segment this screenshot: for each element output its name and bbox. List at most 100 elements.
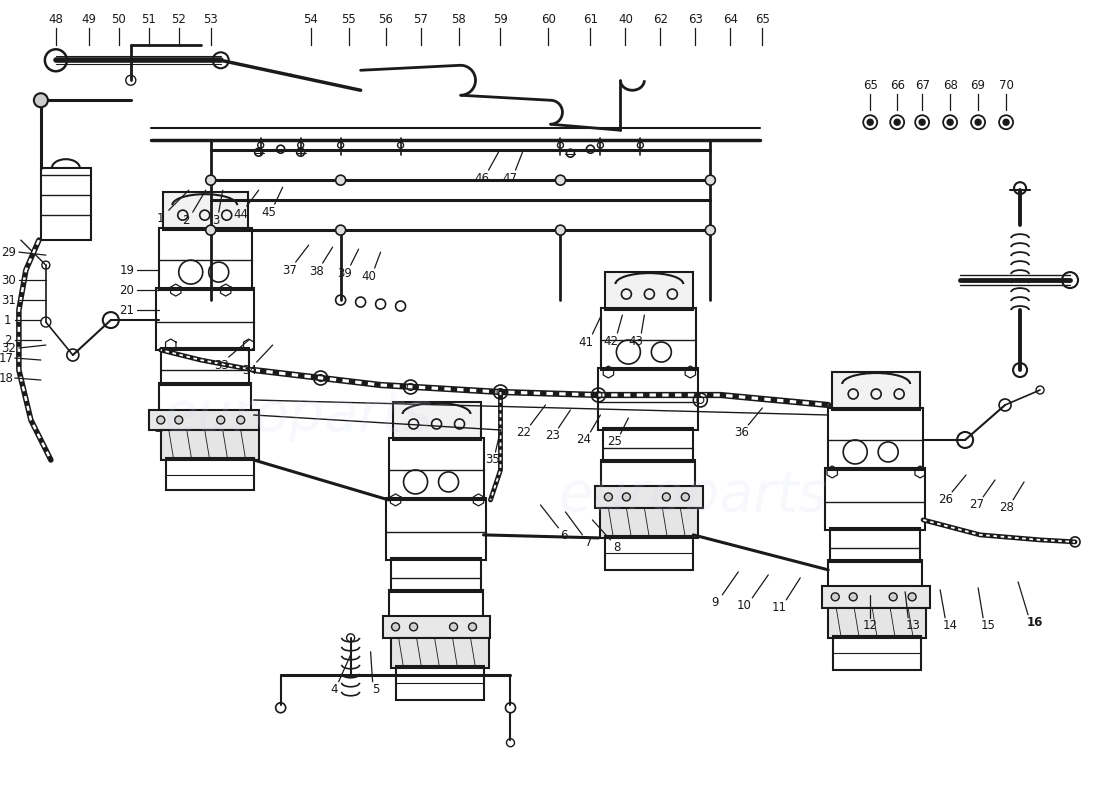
Bar — [595, 486, 703, 508]
Text: 10: 10 — [737, 599, 751, 612]
Text: 63: 63 — [688, 13, 703, 26]
Circle shape — [894, 119, 900, 126]
Text: 57: 57 — [414, 13, 428, 26]
Bar — [828, 560, 922, 588]
Text: 46: 46 — [474, 172, 490, 185]
Text: 33: 33 — [214, 358, 229, 371]
Text: 24: 24 — [576, 434, 591, 446]
Text: 5: 5 — [372, 683, 379, 696]
Circle shape — [604, 493, 613, 501]
Bar — [604, 428, 693, 462]
Bar — [605, 536, 693, 570]
Circle shape — [236, 416, 244, 424]
Text: 19: 19 — [119, 264, 134, 277]
Text: 34: 34 — [242, 363, 257, 377]
Text: 37: 37 — [283, 264, 297, 277]
Circle shape — [975, 119, 981, 126]
Text: 27: 27 — [969, 498, 984, 511]
Text: 31: 31 — [1, 294, 16, 306]
Bar — [386, 498, 485, 560]
Text: 35: 35 — [485, 454, 499, 466]
Bar — [833, 636, 921, 670]
Text: 8: 8 — [614, 542, 622, 554]
Bar — [390, 638, 488, 668]
Circle shape — [867, 119, 873, 126]
Circle shape — [849, 593, 857, 601]
Circle shape — [34, 94, 48, 107]
Text: 2: 2 — [4, 334, 12, 346]
Text: 2: 2 — [182, 214, 189, 226]
Bar — [158, 383, 251, 412]
Bar — [166, 458, 254, 490]
Text: 1: 1 — [4, 314, 12, 326]
Bar — [598, 368, 698, 430]
Text: 50: 50 — [111, 13, 126, 26]
Text: 44: 44 — [233, 208, 249, 221]
Text: 11: 11 — [772, 602, 786, 614]
Circle shape — [206, 175, 216, 185]
Circle shape — [681, 493, 690, 501]
Text: 67: 67 — [914, 78, 929, 92]
Text: 20: 20 — [120, 283, 134, 297]
Bar — [390, 558, 481, 592]
Bar — [161, 348, 249, 385]
Text: 12: 12 — [862, 619, 878, 632]
Bar — [828, 408, 923, 470]
Text: 48: 48 — [48, 13, 64, 26]
Circle shape — [175, 416, 183, 424]
Text: 28: 28 — [999, 502, 1013, 514]
Circle shape — [206, 225, 216, 235]
Text: 38: 38 — [309, 265, 324, 278]
Bar — [602, 308, 696, 370]
Text: 58: 58 — [451, 13, 466, 26]
Text: 6: 6 — [560, 530, 568, 542]
Text: 13: 13 — [905, 619, 921, 632]
Text: 30: 30 — [1, 274, 16, 286]
Text: 68: 68 — [943, 78, 958, 92]
Bar — [158, 228, 252, 290]
Text: 64: 64 — [723, 13, 738, 26]
Bar — [825, 468, 925, 530]
Circle shape — [469, 623, 476, 631]
Bar — [822, 586, 931, 608]
Text: 41: 41 — [578, 335, 593, 349]
Circle shape — [336, 175, 345, 185]
Text: 42: 42 — [603, 334, 618, 347]
Circle shape — [556, 225, 565, 235]
Bar — [396, 666, 484, 700]
Text: 23: 23 — [544, 430, 560, 442]
Text: 4: 4 — [330, 683, 338, 696]
Text: 51: 51 — [141, 13, 156, 26]
Text: 55: 55 — [341, 13, 356, 26]
Text: 69: 69 — [970, 78, 986, 92]
Circle shape — [409, 623, 418, 631]
Bar — [830, 528, 920, 562]
Circle shape — [157, 416, 165, 424]
Text: 66: 66 — [890, 78, 904, 92]
Text: 39: 39 — [338, 266, 352, 280]
Bar — [161, 430, 258, 460]
Text: 52: 52 — [172, 13, 186, 26]
Circle shape — [217, 416, 224, 424]
Text: 16: 16 — [1027, 616, 1043, 630]
Circle shape — [662, 493, 670, 501]
Text: europarts: europarts — [163, 390, 432, 442]
Bar — [393, 402, 481, 440]
Text: 1: 1 — [157, 212, 165, 225]
Text: 53: 53 — [204, 13, 218, 26]
Circle shape — [623, 493, 630, 501]
Circle shape — [556, 175, 565, 185]
Circle shape — [392, 623, 399, 631]
Text: 65: 65 — [862, 78, 878, 92]
Bar — [388, 590, 483, 618]
Text: 62: 62 — [653, 13, 668, 26]
Text: 25: 25 — [607, 435, 621, 449]
Text: 15: 15 — [981, 619, 996, 632]
Text: 65: 65 — [755, 13, 770, 26]
Text: 56: 56 — [378, 13, 393, 26]
Bar — [148, 410, 258, 430]
Bar — [833, 372, 920, 410]
Text: 40: 40 — [618, 13, 632, 26]
Circle shape — [920, 119, 925, 126]
Circle shape — [450, 623, 458, 631]
